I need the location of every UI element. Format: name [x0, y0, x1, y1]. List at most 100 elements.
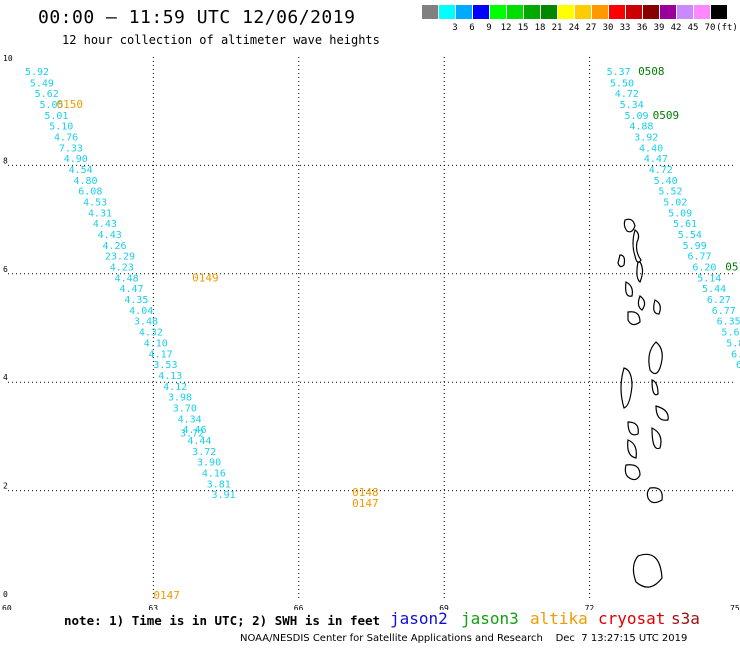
wave-height-value: 5.01 — [44, 111, 68, 122]
legend-label: 15 — [517, 23, 529, 33]
wave-height-value: 4.43 — [93, 219, 117, 230]
wave-height-map: 60 63 66 69 72 75 0 2 4 6 8 10 5.925.495.625.055.01… — [2, 54, 740, 610]
wave-height-value: 4.48 — [115, 273, 139, 284]
y-tick-label: 0 — [3, 590, 8, 599]
map-title: 00:00 – 11:59 UTC 12/06/2019 — [38, 7, 356, 28]
wave-height-value: 4.31 — [88, 208, 112, 219]
pass-time-label: 0149 — [192, 271, 219, 284]
legend-swatch — [711, 5, 727, 19]
wave-height-value: 5.52 — [658, 187, 682, 198]
satellite-name-cryosat: cryosat — [598, 609, 666, 628]
wave-height-value: 6.20 — [692, 263, 716, 274]
legend-swatch — [626, 5, 642, 19]
wave-height-value: 5.05 — [40, 100, 64, 111]
legend-label: 42 — [670, 23, 682, 33]
wave-height-value: 5.37 — [607, 67, 631, 78]
wave-height-value: 3.92 — [634, 132, 658, 143]
legend-swatch — [643, 5, 659, 19]
legend-label: (ft) — [716, 23, 738, 33]
wave-height-value: 4.10 — [144, 338, 168, 349]
pass-time-label: 0148 — [352, 486, 379, 499]
wave-height-value: 4.47 — [644, 154, 668, 165]
island-outline — [627, 311, 641, 326]
island-outline — [636, 261, 644, 283]
pass-time-label: 0510 — [725, 261, 740, 274]
wave-height-value: 6.27 — [707, 295, 731, 306]
lat-lon-grid: 60 63 66 69 72 75 0 2 4 6 8 10 — [2, 54, 740, 610]
wave-height-value: 3.72 — [180, 428, 204, 439]
wave-height-value: 5.34 — [620, 100, 644, 111]
legend-label: 21 — [551, 23, 563, 33]
pass-time-label: 0150 — [56, 98, 83, 111]
pass-time-label: 0509 — [653, 109, 680, 122]
legend-label: 36 — [636, 23, 648, 33]
island-outline — [648, 341, 663, 375]
wave-height-value: 4.88 — [629, 122, 653, 133]
legend-swatch — [456, 5, 472, 19]
legend-swatch — [660, 5, 676, 19]
wave-height-value: 5.62 — [35, 89, 59, 100]
island-outline — [620, 367, 633, 409]
legend-label: 39 — [653, 23, 665, 33]
wave-height-value: 4.43 — [98, 230, 122, 241]
wave-height-value: 6.77 — [688, 252, 712, 263]
wave-height-value: 6.56 — [736, 360, 740, 371]
island-outline — [625, 281, 633, 297]
island-outline — [623, 218, 636, 233]
wave-height-value: 23.29 — [105, 252, 135, 263]
wave-height-value: 5.50 — [610, 78, 634, 89]
x-tick-label: 72 — [585, 604, 595, 610]
island-outline — [627, 421, 639, 436]
wave-height-value: 5.44 — [702, 284, 726, 295]
wave-height-value: 5.40 — [654, 176, 678, 187]
note-text: note: 1) Time is in UTC; 2) SWH is in fe… — [64, 613, 381, 628]
wave-height-value: 4.13 — [158, 371, 182, 382]
legend-swatch — [422, 5, 438, 19]
x-tick-label: 75 — [730, 604, 740, 610]
satellite-name-s3a: s3a — [671, 609, 700, 628]
wave-height-value: 5.09 — [668, 208, 692, 219]
wave-height-value: 3.90 — [197, 458, 221, 469]
wave-height-value: 7.33 — [59, 143, 83, 154]
wave-height-value: 5.69 — [721, 328, 740, 339]
wave-height-value: 4.35 — [124, 295, 148, 306]
legend-label: 12 — [500, 23, 512, 33]
y-tick-label: 8 — [3, 156, 8, 165]
wave-height-value: 3.81 — [207, 479, 231, 490]
legend-swatch — [490, 5, 506, 19]
island-outline — [632, 229, 642, 263]
wave-height-value: 4.16 — [202, 469, 226, 480]
legend-label: 30 — [602, 23, 614, 33]
wave-height-value: 4.46 — [182, 425, 206, 436]
legend-label: 70 — [704, 23, 716, 33]
legend-swatch — [558, 5, 574, 19]
wave-height-value: 3.70 — [173, 403, 197, 414]
satellite-name-jason3: jason3 — [461, 609, 519, 628]
wave-height-value: 3.72 — [192, 447, 216, 458]
legend-swatch — [694, 5, 710, 19]
island-outline — [651, 427, 662, 450]
wave-height-value: 4.72 — [649, 165, 673, 176]
island-outline — [653, 299, 661, 315]
footer-credit: NOAA/NESDIS Center for Satellite Applica… — [240, 633, 688, 644]
wave-height-value: 6.08 — [78, 187, 102, 198]
maldives-islands — [617, 218, 669, 588]
legend-label: 27 — [585, 23, 597, 33]
wave-height-value: 4.17 — [149, 349, 173, 360]
island-outline — [655, 405, 669, 421]
legend-swatch — [609, 5, 625, 19]
island-outline — [624, 464, 641, 481]
wave-height-value: 4.76 — [54, 132, 78, 143]
wave-height-value: 5.86 — [726, 338, 740, 349]
satellite-name-altika: altika — [530, 609, 588, 628]
y-tick-label: 2 — [3, 482, 8, 491]
island-outline — [627, 439, 637, 459]
x-tick-label: 66 — [294, 604, 304, 610]
island-outline — [617, 254, 626, 268]
x-tick-label: 63 — [148, 604, 158, 610]
wave-height-value: 6.77 — [712, 306, 736, 317]
legend-swatch — [575, 5, 591, 19]
pass-time-label: 0147 — [352, 497, 379, 510]
wave-height-value: 4.40 — [639, 143, 663, 154]
legend-swatch — [541, 5, 557, 19]
